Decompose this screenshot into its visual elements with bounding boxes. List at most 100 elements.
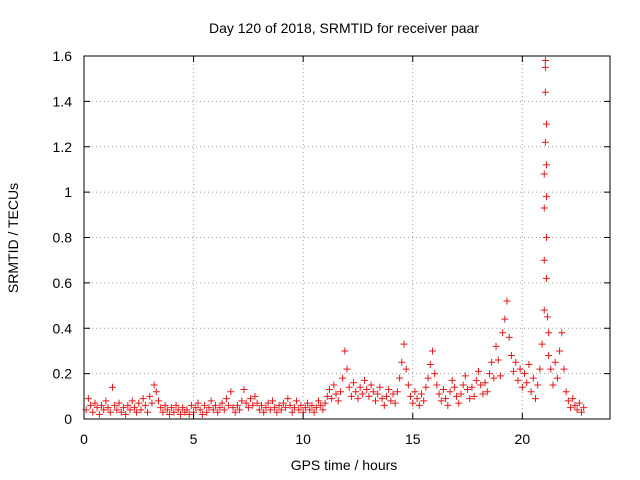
y-tick-label: 1.2 <box>53 139 73 155</box>
x-axis-label: GPS time / hours <box>291 457 398 473</box>
data-point <box>558 329 566 337</box>
data-point <box>179 404 187 412</box>
data-point <box>481 379 489 387</box>
y-tick-label: 0.8 <box>53 230 73 246</box>
data-point <box>139 395 147 403</box>
y-tick-label: 1 <box>64 184 72 200</box>
data-point <box>457 390 465 398</box>
data-point <box>176 410 184 418</box>
data-point <box>420 397 428 405</box>
data-point <box>203 408 211 416</box>
x-tick-label: 15 <box>405 431 421 447</box>
data-point <box>301 404 309 412</box>
data-point <box>111 401 119 409</box>
grid-lines <box>84 56 610 419</box>
data-point <box>490 374 498 382</box>
data-point <box>569 395 577 403</box>
data-point <box>496 372 504 380</box>
data-point <box>387 397 395 405</box>
data-point <box>293 397 301 405</box>
data-point <box>499 329 507 337</box>
data-point <box>494 356 502 364</box>
data-point <box>523 379 531 387</box>
data-point <box>310 408 318 416</box>
data-point <box>295 406 303 414</box>
data-point <box>488 358 496 366</box>
data-point <box>374 390 382 398</box>
data-point <box>273 408 281 416</box>
data-point <box>144 408 152 416</box>
data-point <box>527 388 535 396</box>
data-point <box>501 315 509 323</box>
data-point <box>367 381 375 389</box>
data-point <box>518 383 526 391</box>
data-point <box>240 386 248 394</box>
data-point <box>512 358 520 366</box>
data-point <box>157 404 165 412</box>
data-point <box>415 401 423 409</box>
data-point <box>424 374 432 382</box>
data-point <box>87 401 95 409</box>
data-point <box>126 406 134 414</box>
data-point <box>212 401 219 409</box>
data-point <box>148 399 156 407</box>
data-point <box>238 397 246 405</box>
data-point <box>124 401 132 409</box>
data-point <box>538 340 546 348</box>
data-point <box>542 161 550 169</box>
data-point <box>510 367 518 375</box>
data-point <box>334 397 342 405</box>
data-point <box>231 408 239 416</box>
data-point <box>271 404 279 412</box>
data-point <box>268 397 276 405</box>
data-point <box>448 376 456 384</box>
data-point <box>315 397 323 405</box>
x-tick-label: 10 <box>295 431 311 447</box>
data-point <box>534 381 542 389</box>
data-point <box>165 410 173 418</box>
data-point <box>141 401 149 409</box>
data-point <box>407 392 415 400</box>
data-point <box>389 390 397 398</box>
y-tick-label: 1.6 <box>53 48 73 64</box>
data-point <box>161 401 169 409</box>
data-point <box>542 234 550 241</box>
data-point <box>341 347 349 355</box>
chart-title: Day 120 of 2018, SRMTID for receiver paa… <box>209 20 479 36</box>
data-point <box>578 408 586 416</box>
data-point <box>249 401 257 409</box>
data-point <box>437 397 445 405</box>
data-points <box>82 57 588 418</box>
data-point <box>308 401 316 409</box>
data-point <box>446 388 454 396</box>
data-point <box>317 401 325 409</box>
data-point <box>343 365 351 373</box>
data-point <box>492 342 500 350</box>
data-point <box>553 374 561 382</box>
data-point <box>312 404 320 412</box>
data-point <box>363 386 371 394</box>
data-point <box>542 274 550 282</box>
data-point <box>542 120 550 128</box>
data-point <box>282 404 290 412</box>
data-point <box>216 404 224 412</box>
data-point <box>225 401 233 409</box>
data-point <box>435 390 443 398</box>
data-point <box>545 351 553 359</box>
data-point <box>382 392 390 400</box>
data-point <box>575 399 583 407</box>
data-point <box>297 401 305 409</box>
data-point <box>371 397 379 405</box>
data-point <box>505 333 513 341</box>
data-point <box>284 395 292 403</box>
data-point <box>262 404 270 412</box>
data-point <box>411 388 419 396</box>
data-point <box>93 404 101 412</box>
data-point <box>545 329 553 337</box>
data-point <box>106 408 114 416</box>
data-point <box>332 390 340 398</box>
data-point <box>433 381 441 389</box>
data-point <box>477 381 485 389</box>
data-point <box>521 370 529 378</box>
data-point <box>130 404 138 412</box>
